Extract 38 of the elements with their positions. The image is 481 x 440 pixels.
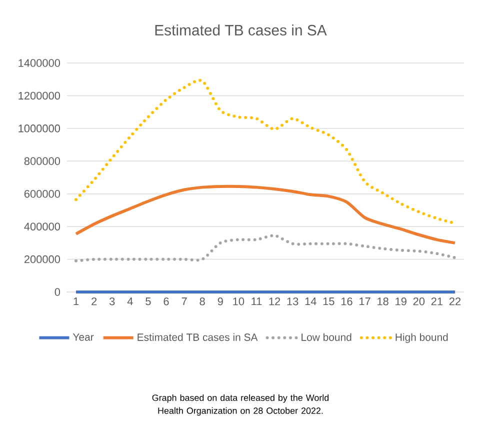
x-tick-label: 12: [269, 298, 280, 306]
y-tick-label: 1400000: [18, 59, 60, 67]
y-tick-label: 1200000: [18, 92, 60, 100]
y-tick-label: 800000: [24, 157, 60, 166]
x-tick-label: 1: [74, 298, 79, 306]
y-tick-label: 400000: [24, 222, 60, 230]
x-tick-label: 6: [164, 298, 169, 306]
chart-title: Estimated TB cases in SA: [155, 24, 327, 36]
x-tick-label: 4: [127, 298, 133, 306]
x-tick-label: 9: [218, 298, 223, 306]
text: Graph based on data released by the World Health Organization on 28 October 2022.: [152, 394, 329, 416]
x-tick-label: 5: [146, 298, 151, 306]
x-tick-label: 19: [396, 298, 406, 306]
x-tick-label: 21: [431, 298, 442, 306]
legend-label: Low bound: [302, 333, 352, 341]
x-tick-label: 2: [92, 298, 97, 306]
x-tick-label: 16: [341, 298, 352, 306]
x-tick-label: 10: [233, 298, 244, 306]
line-series: [74, 234, 456, 262]
y-tick-label: 200000: [24, 255, 60, 264]
y-tick-label: 600000: [24, 190, 60, 198]
legend-label: High bound: [396, 333, 448, 344]
legend-label: Estimated TB cases in SA: [138, 333, 258, 341]
x-tick-label: 3: [109, 298, 115, 306]
x-tick-label: 18: [378, 298, 388, 306]
x-tick-label: 17: [359, 298, 370, 306]
x-tick-label: 14: [305, 298, 316, 306]
x-tick-label: 15: [323, 298, 334, 306]
x-tick-label: 11: [252, 298, 262, 306]
x-tick-label: 7: [182, 298, 187, 306]
x-tick-label: 13: [287, 298, 298, 306]
y-tick-label: 1000000: [18, 124, 60, 132]
legend-label: Year: [72, 333, 94, 341]
x-tick-label: 8: [200, 298, 205, 306]
y-tick-label: 0: [54, 288, 60, 296]
line-series: [74, 184, 456, 244]
x-tick-label: 20: [413, 298, 425, 306]
x-tick-label: 22: [449, 298, 461, 306]
